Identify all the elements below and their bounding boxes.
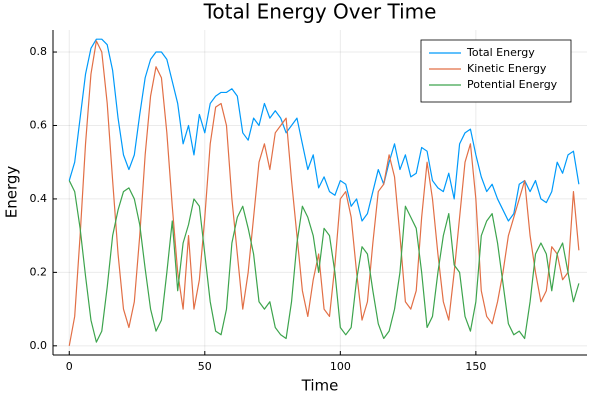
series-line: [68, 40, 580, 346]
y-tick-label: 0.8: [30, 45, 48, 58]
legend-label: Potential Energy: [467, 78, 558, 91]
y-axis-label: Energy: [3, 166, 21, 219]
x-tick-label: 100: [330, 360, 351, 373]
y-tick-label: 0.2: [30, 265, 48, 278]
series-line: [68, 180, 580, 343]
x-axis-label: Time: [301, 377, 339, 395]
x-tick-label: 150: [465, 360, 486, 373]
y-tick-label: 0.4: [30, 192, 48, 205]
chart-title: Total Energy Over Time: [203, 0, 437, 24]
series-line: [68, 38, 580, 222]
y-tick-label: 0.0: [30, 339, 48, 352]
legend-box: [420, 39, 572, 103]
y-tick-label: 0.6: [30, 118, 48, 131]
x-tick-label: 50: [198, 360, 212, 373]
legend-label: Total Energy: [466, 46, 535, 59]
legend-label: Kinetic Energy: [467, 62, 547, 75]
x-tick-label: 0: [66, 360, 73, 373]
